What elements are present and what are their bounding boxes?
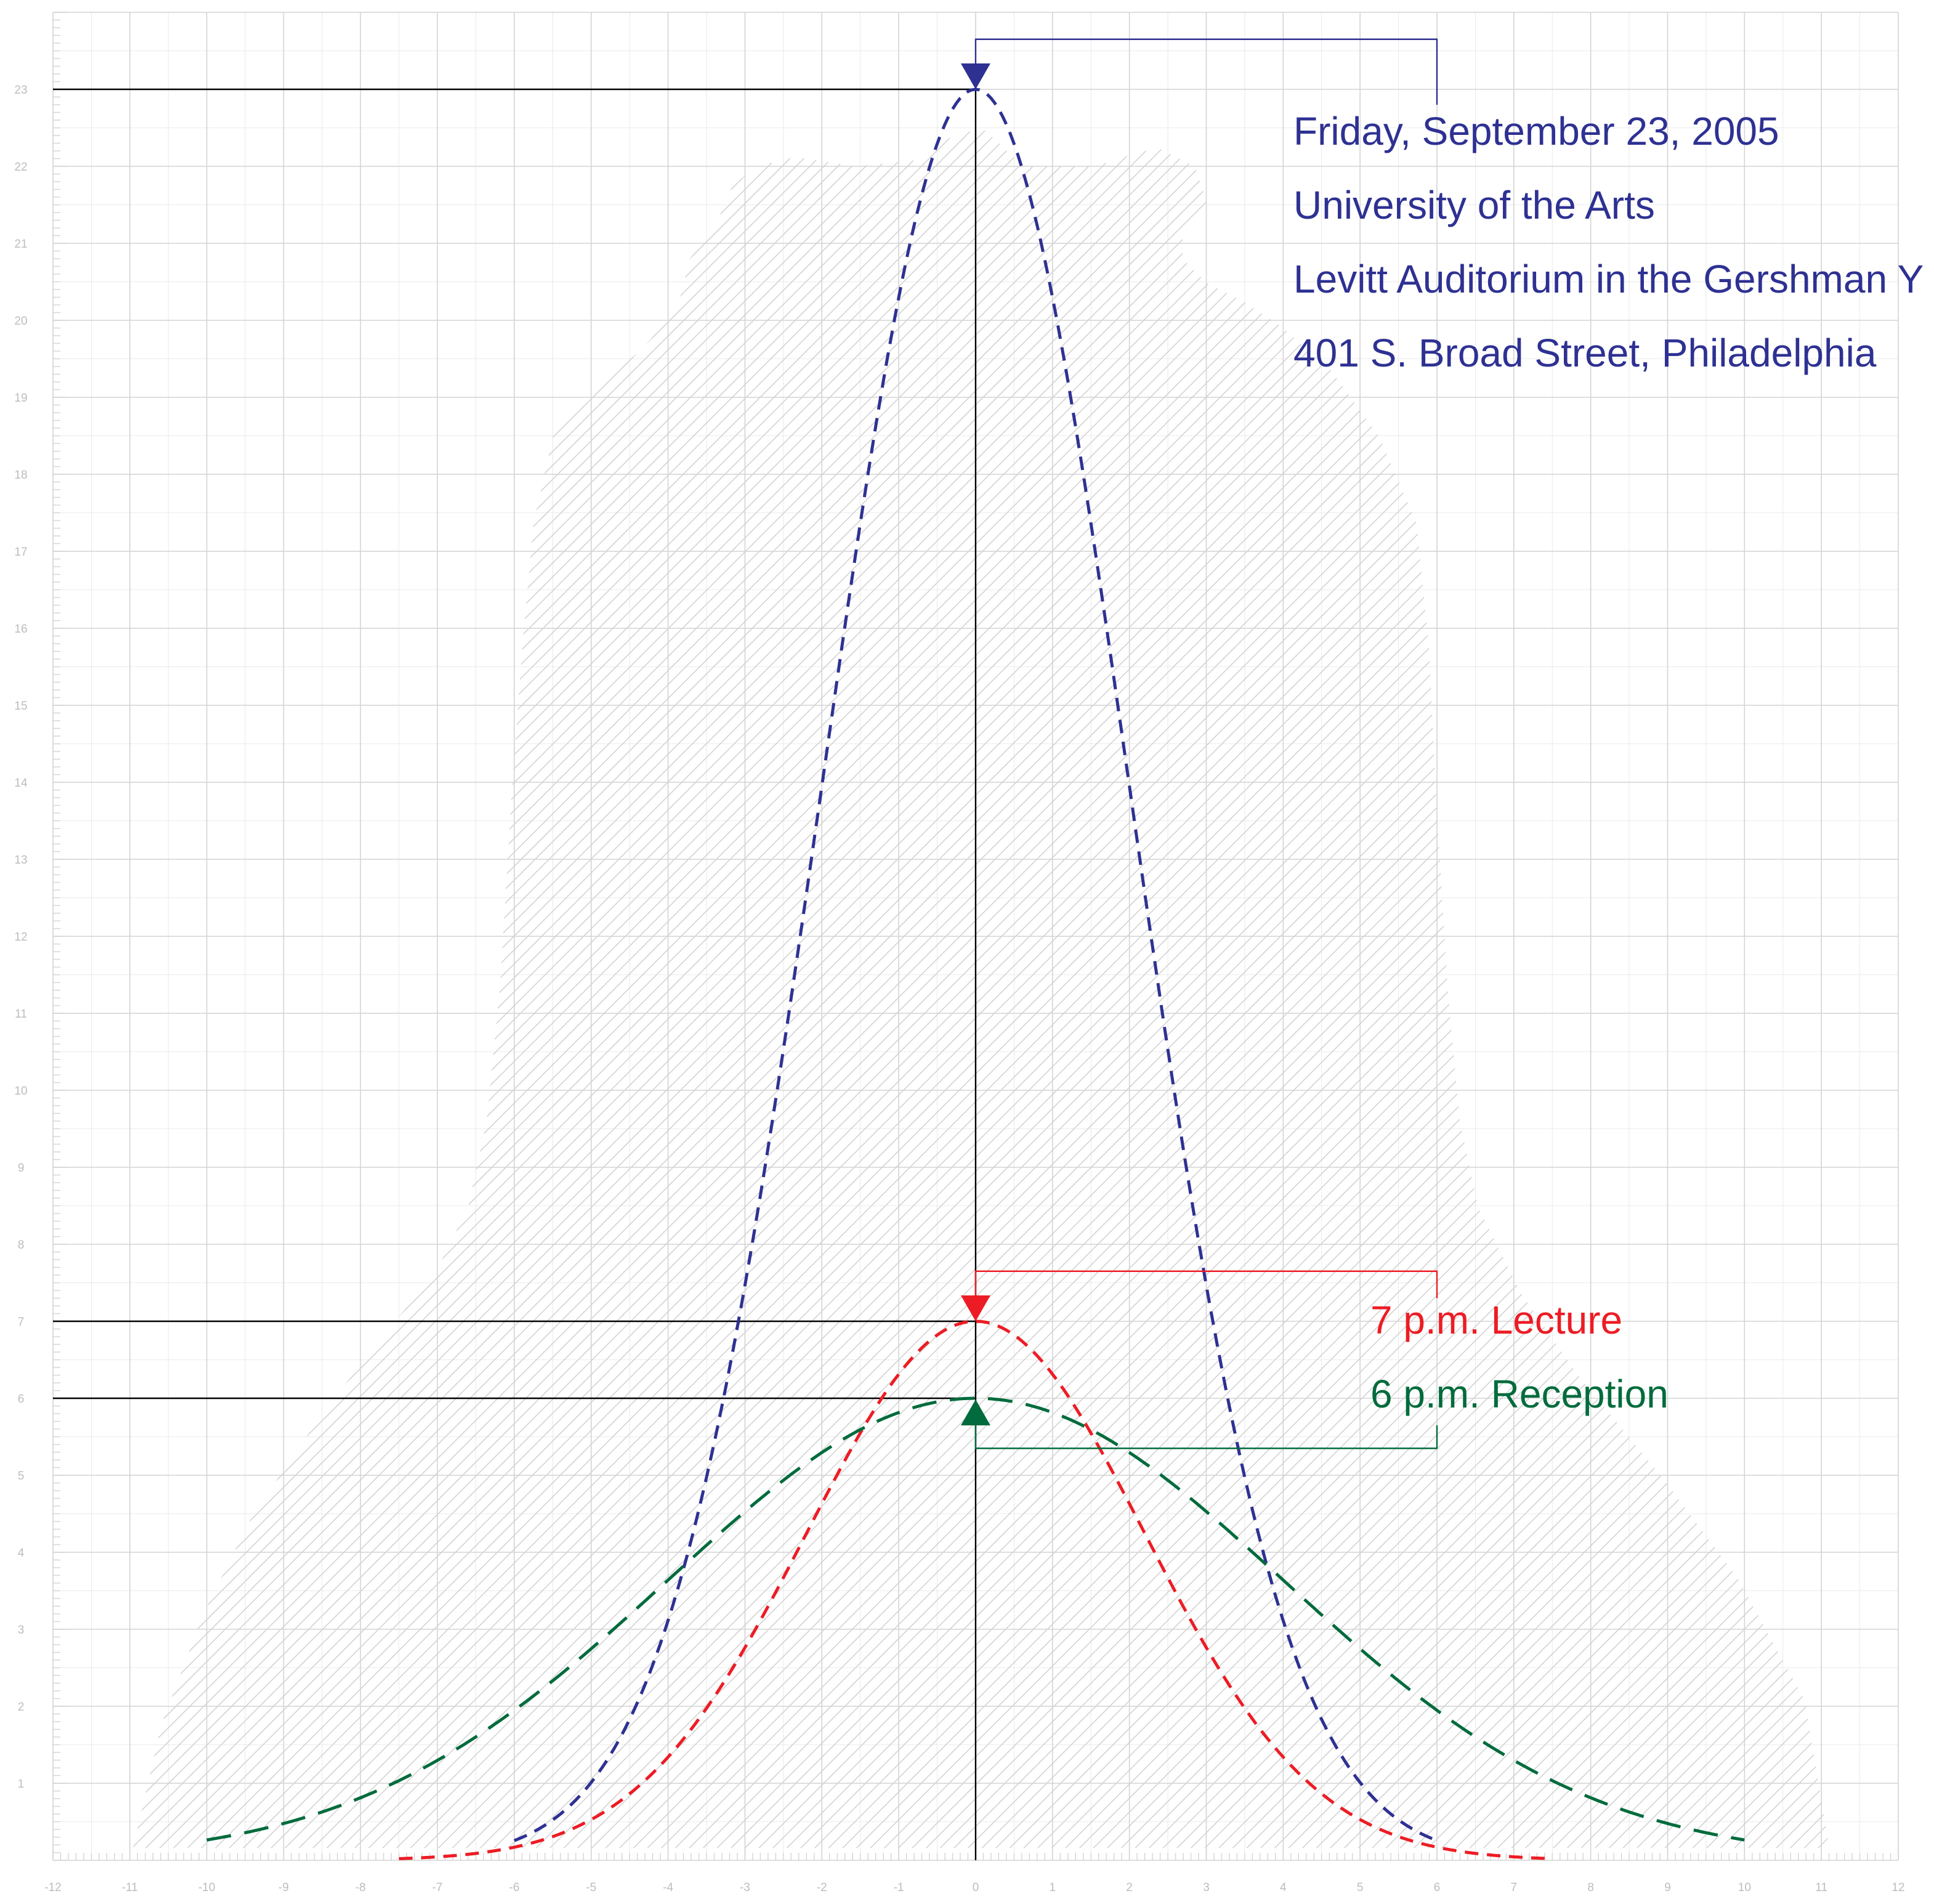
y-tick-label: 18 bbox=[14, 469, 27, 482]
y-tick-label: 13 bbox=[14, 854, 27, 867]
y-tick-label: 8 bbox=[18, 1239, 25, 1252]
event-room: Levitt Auditorium in the Gershman Y bbox=[1293, 257, 1924, 301]
y-tick-label: 23 bbox=[14, 84, 27, 97]
x-tick-label: -12 bbox=[44, 1881, 61, 1894]
axis-tick-labels: -12 -11 -10 -9 -8 -7 -6 -5 -4 -3 -2 -1 0 1 2 3 4 5 6 7 8 9 10 1… bbox=[14, 84, 1904, 1894]
y-tick-label: 10 bbox=[14, 1085, 27, 1098]
y-tick-label: 17 bbox=[14, 546, 27, 559]
x-tick-label: 8 bbox=[1587, 1881, 1594, 1894]
y-tick-label: 7 bbox=[18, 1316, 25, 1329]
curve-green bbox=[206, 1396, 1745, 1842]
y-tick-label: 21 bbox=[14, 238, 27, 251]
x-tick-label: -8 bbox=[355, 1881, 366, 1894]
x-tick-label: -10 bbox=[198, 1881, 215, 1894]
x-tick-label: 3 bbox=[1203, 1881, 1210, 1894]
x-tick-label: -6 bbox=[509, 1881, 520, 1894]
bracket-green bbox=[974, 1423, 1438, 1449]
peak-marker-blue bbox=[961, 63, 990, 89]
event-address: 401 S. Broad Street, Philadelphia bbox=[1293, 331, 1877, 375]
y-tick-label: 12 bbox=[14, 931, 27, 944]
y-tick-label: 4 bbox=[18, 1547, 25, 1560]
y-tick-label: 2 bbox=[18, 1701, 25, 1714]
y-tick-label: 19 bbox=[14, 392, 27, 405]
x-tick-label: 1 bbox=[1050, 1881, 1056, 1894]
curve-red bbox=[399, 1319, 1553, 1860]
y-tick-label: 3 bbox=[18, 1624, 25, 1637]
x-tick-label: 4 bbox=[1280, 1881, 1287, 1894]
x-tick-label: 12 bbox=[1892, 1881, 1904, 1894]
x-tick-label: -9 bbox=[278, 1881, 289, 1894]
axis-ruler-ticks bbox=[52, 12, 1899, 1861]
event-date: Friday, September 23, 2005 bbox=[1293, 109, 1779, 153]
x-tick-label: 9 bbox=[1664, 1881, 1671, 1894]
liberty-bell-silhouette bbox=[133, 131, 1829, 1848]
y-tick-label: 9 bbox=[18, 1162, 25, 1175]
event-info: Friday, September 23, 2005 University of… bbox=[1293, 109, 1924, 1416]
x-tick-label: 7 bbox=[1511, 1881, 1518, 1894]
y-tick-label: 22 bbox=[14, 161, 27, 174]
y-tick-label: 14 bbox=[14, 777, 28, 790]
y-tick-label: 5 bbox=[18, 1470, 25, 1483]
reference-lines bbox=[53, 88, 977, 1860]
reception-label: 6 p.m. Reception bbox=[1370, 1372, 1669, 1416]
y-tick-label: 11 bbox=[15, 1008, 27, 1021]
y-tick-label: 16 bbox=[14, 623, 27, 636]
peak-markers bbox=[961, 63, 990, 1425]
x-tick-label: 5 bbox=[1357, 1881, 1364, 1894]
x-tick-label: 11 bbox=[1815, 1881, 1827, 1894]
y-tick-label: 20 bbox=[14, 315, 27, 328]
x-tick-label: -5 bbox=[586, 1881, 596, 1894]
x-tick-label: -3 bbox=[740, 1881, 750, 1894]
annotation-brackets bbox=[974, 38, 1438, 1449]
x-tick-label: 10 bbox=[1738, 1881, 1751, 1894]
x-tick-label: -1 bbox=[894, 1881, 904, 1894]
x-tick-label: -4 bbox=[663, 1881, 673, 1894]
x-tick-label: 6 bbox=[1434, 1881, 1441, 1894]
x-tick-label: 2 bbox=[1126, 1881, 1133, 1894]
peak-marker-green bbox=[961, 1400, 990, 1425]
y-tick-label: 1 bbox=[18, 1778, 25, 1791]
x-tick-label: 0 bbox=[973, 1881, 979, 1894]
peak-marker-red bbox=[961, 1295, 990, 1321]
x-tick-label: -11 bbox=[122, 1881, 138, 1894]
lecture-label: 7 p.m. Lecture bbox=[1370, 1298, 1622, 1342]
bracket-red bbox=[974, 1270, 1438, 1309]
x-tick-label: -2 bbox=[817, 1881, 827, 1894]
event-venue: University of the Arts bbox=[1293, 183, 1655, 227]
y-tick-label: 15 bbox=[14, 700, 27, 713]
x-tick-label: -7 bbox=[432, 1881, 443, 1894]
bracket-blue bbox=[974, 38, 1438, 105]
y-tick-label: 6 bbox=[18, 1393, 25, 1406]
